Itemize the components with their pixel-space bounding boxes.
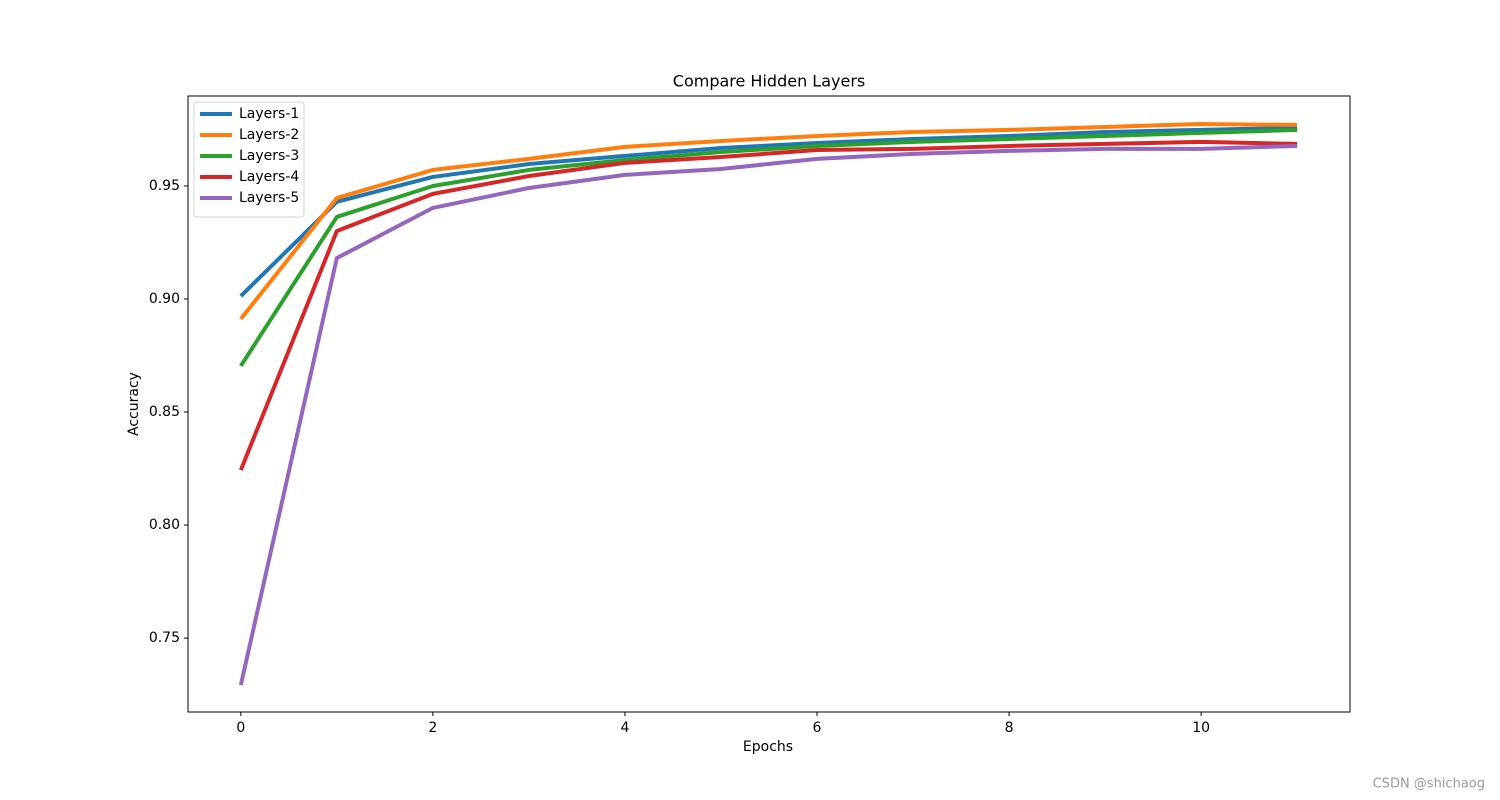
line-series (238, 143, 1298, 686)
line-series (239, 122, 1298, 321)
y-axis-label: Accuracy (126, 372, 142, 436)
x-tick-label: 2 (428, 720, 437, 736)
chart-title: Compare Hidden Layers (673, 72, 865, 91)
y-tick-label: 0.90 (149, 291, 180, 307)
legend-label: Layers-3 (239, 148, 299, 164)
line-series (239, 125, 1298, 298)
watermark: CSDN @shichaog (1373, 777, 1485, 792)
y-tick-label: 0.95 (149, 178, 180, 194)
x-tick-label: 0 (236, 720, 245, 736)
legend-label: Layers-4 (239, 169, 299, 185)
plot-frame (187, 95, 1351, 713)
x-tick-label: 10 (1192, 720, 1210, 736)
y-tick-label: 0.75 (149, 630, 180, 646)
x-tick-label: 8 (1005, 720, 1014, 736)
legend-label: Layers-1 (239, 106, 299, 122)
x-tick-label: 4 (620, 720, 629, 736)
x-axis-label: Epochs (743, 739, 793, 755)
legend-label: Layers-2 (239, 127, 299, 143)
legend-label: Layers-5 (239, 190, 299, 206)
legend-box (193, 101, 305, 218)
line-series (239, 127, 1298, 367)
line-series (238, 139, 1298, 471)
y-tick-label: 0.85 (149, 404, 180, 420)
x-tick-label: 6 (813, 720, 822, 736)
y-tick-label: 0.80 (149, 517, 180, 533)
